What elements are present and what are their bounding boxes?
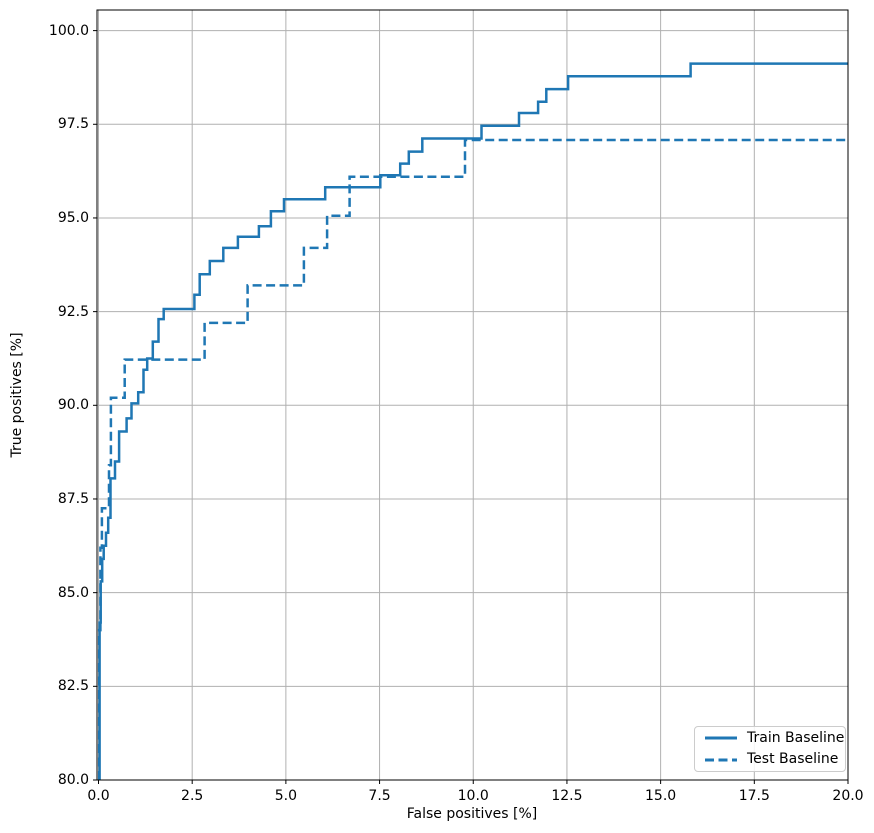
- y-tick-label: 85.0: [57, 584, 89, 601]
- x-tick-label: 10.0: [457, 788, 489, 804]
- series-train-curve: [98, 62, 848, 780]
- x-tick-label: 15.0: [645, 788, 677, 804]
- x-tick-label: 0.0: [87, 788, 110, 804]
- legend-entry-test: Test Baseline: [704, 751, 839, 767]
- x-tick-label: 20.0: [832, 788, 864, 804]
- test-line-sample-icon: [705, 758, 737, 762]
- x-tick-label: 17.5: [738, 788, 770, 804]
- x-axis-label: False positives [%]: [406, 806, 538, 822]
- y-tick-label: 82.5: [57, 678, 89, 695]
- y-tick-label: 92.5: [57, 303, 89, 320]
- x-tick-label: 2.5: [181, 788, 204, 804]
- y-axis-label: True positives [%]: [9, 332, 25, 458]
- x-tick-label: 7.5: [368, 788, 391, 804]
- train-line-sample-icon: [705, 736, 737, 740]
- y-tick-label: 95.0: [57, 209, 89, 226]
- x-tick-label: 5.0: [274, 788, 297, 804]
- legend: Train Baseline Test Baseline: [694, 726, 846, 772]
- legend-label-train: Train Baseline: [747, 729, 845, 746]
- y-tick-label: 97.5: [57, 116, 89, 133]
- x-tick-label: 12.5: [551, 788, 583, 804]
- y-tick-label: 87.5: [57, 490, 89, 507]
- axes-spines: [96, 9, 849, 781]
- y-tick-label: 80.0: [57, 772, 89, 788]
- y-tick-label: 90.0: [57, 397, 89, 414]
- series-test-curve: [97, 138, 848, 780]
- y-tick-label: 100.0: [48, 22, 89, 39]
- legend-label-test: Test Baseline: [747, 751, 839, 767]
- legend-entry-train: Train Baseline: [704, 730, 844, 746]
